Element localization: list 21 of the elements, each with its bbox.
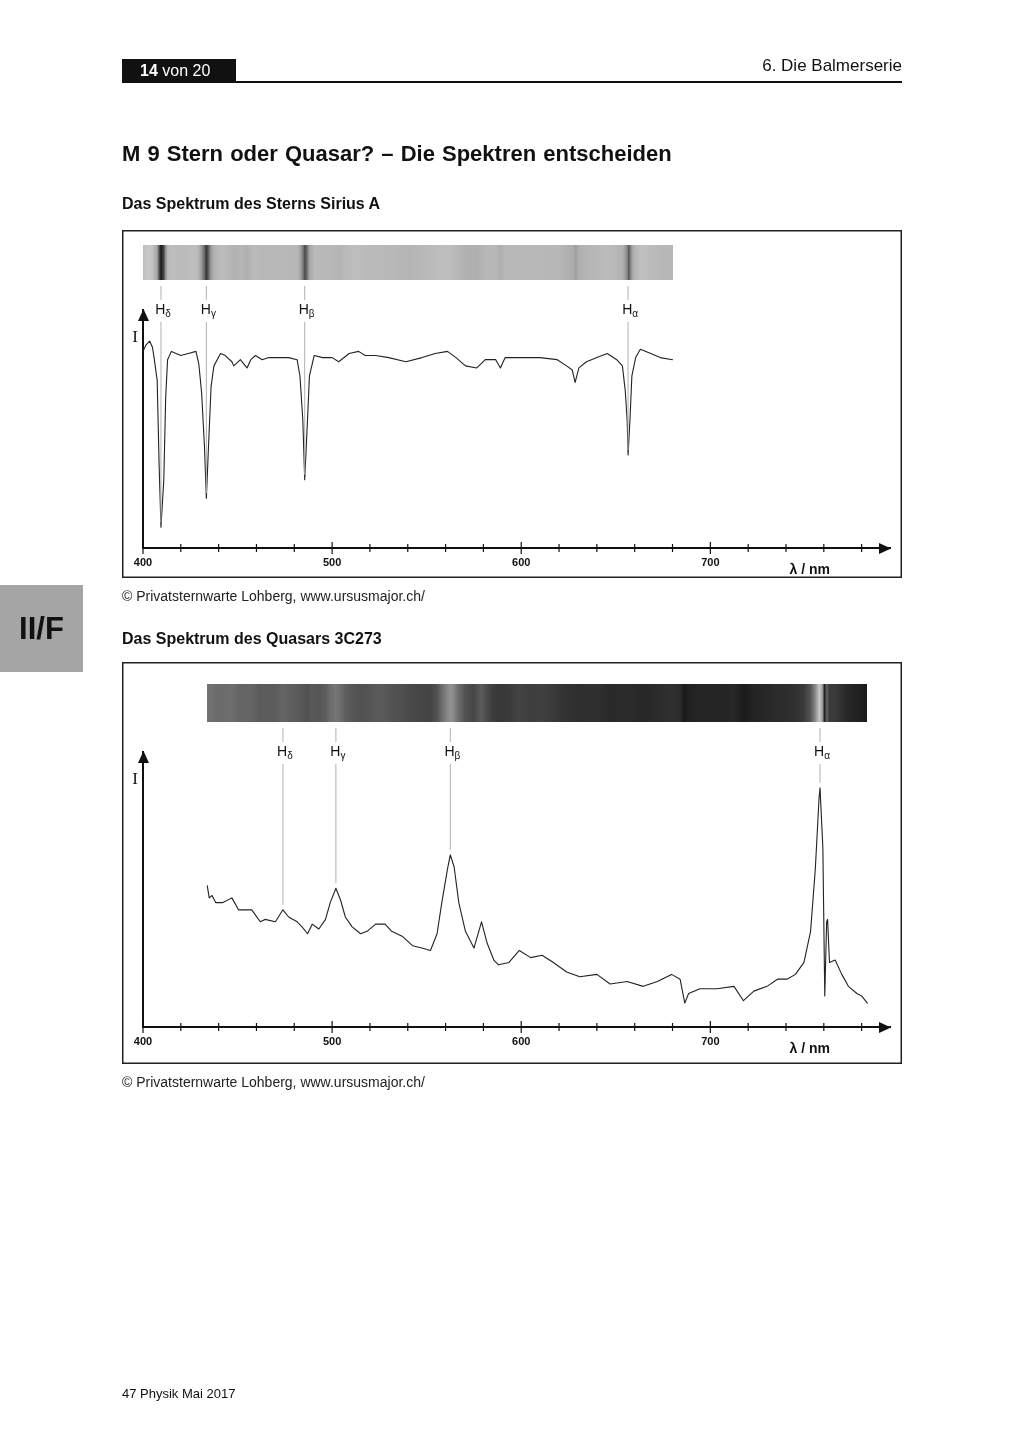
x-tick-label: 400 (133, 555, 153, 568)
x-tick-label: 600 (512, 1034, 531, 1047)
text: 6. Die Balmerserie (762, 56, 902, 76)
x-axis-title: λ / nm (789, 1040, 830, 1056)
text: II/F (0, 585, 83, 672)
text: M 9 Stern oder Quasar? – Die Spektren entscheiden (122, 141, 672, 167)
text: 47 Physik Mai 2017 (122, 1386, 236, 1402)
text: © Privatsternwarte Lohberg, www.ursusmajor.ch/ (122, 588, 425, 605)
x-tick-label: 700 (701, 1034, 720, 1047)
x-tick-label: 700 (701, 555, 720, 568)
x-tick-label: 400 (133, 1034, 153, 1047)
chart-title: Das Spektrum des Quasars 3C273 (122, 629, 382, 648)
chart-title: Das Spektrum des Sterns Sirius A (122, 194, 381, 213)
y-axis-title: I (132, 769, 139, 789)
x-tick-label: 500 (322, 1034, 342, 1047)
x-tick-label: 500 (322, 555, 342, 568)
text: © Privatsternwarte Lohberg, www.ursusmajor.ch/ (122, 1074, 425, 1091)
text: 14 von 20 (122, 59, 236, 82)
x-axis-title: λ / nm (789, 561, 830, 577)
x-tick-label: 600 (512, 555, 531, 568)
y-axis-title: I (132, 327, 139, 347)
